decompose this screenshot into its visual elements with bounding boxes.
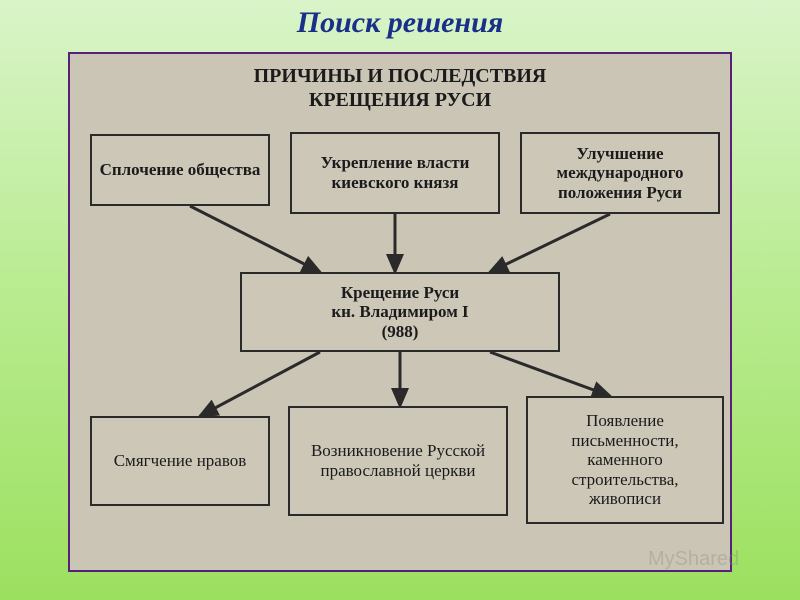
arrow-2 — [490, 214, 610, 272]
node-bot2: Возникновение Русской православной церкв… — [288, 406, 508, 516]
node-top3: Улучшение международного положения Руси — [520, 132, 720, 214]
node-top1: Сплочение общества — [90, 134, 270, 206]
node-top2: Укрепление власти киевского князя — [290, 132, 500, 214]
diagram-frame: ПРИЧИНЫ И ПОСЛЕДСТВИЯ КРЕЩЕНИЯ РУСИ Спло… — [68, 52, 732, 572]
arrow-5 — [490, 352, 610, 396]
node-bot3: Появление письменности, каменного строит… — [526, 396, 724, 524]
arrow-0 — [190, 206, 320, 272]
chart-title-line1: ПРИЧИНЫ И ПОСЛЕДСТВИЯ — [254, 65, 547, 87]
node-center: Крещение Русикн. Владимиром I(988) — [240, 272, 560, 352]
slide-title: Поиск решения — [0, 0, 800, 40]
diagram-background: ПРИЧИНЫ И ПОСЛЕДСТВИЯ КРЕЩЕНИЯ РУСИ Спло… — [70, 54, 730, 570]
chart-title: ПРИЧИНЫ И ПОСЛЕДСТВИЯ КРЕЩЕНИЯ РУСИ — [70, 64, 730, 112]
chart-title-line2: КРЕЩЕНИЯ РУСИ — [309, 89, 491, 111]
node-bot1: Смягчение нравов — [90, 416, 270, 506]
